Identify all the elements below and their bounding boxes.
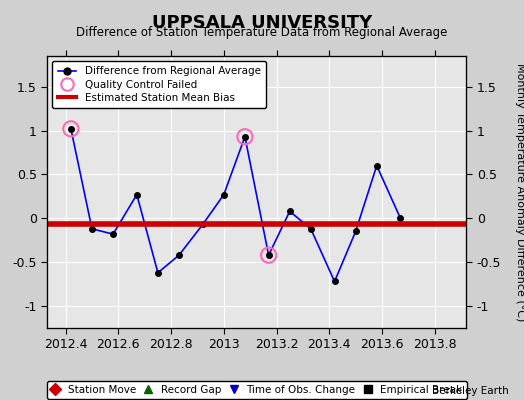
Point bbox=[265, 252, 273, 258]
Point bbox=[241, 134, 249, 140]
Text: UPPSALA UNIVERSITY: UPPSALA UNIVERSITY bbox=[152, 14, 372, 32]
Legend: Station Move, Record Gap, Time of Obs. Change, Empirical Break: Station Move, Record Gap, Time of Obs. C… bbox=[47, 381, 467, 399]
Text: Difference of Station Temperature Data from Regional Average: Difference of Station Temperature Data f… bbox=[77, 26, 447, 39]
Point bbox=[67, 126, 75, 132]
Text: Berkeley Earth: Berkeley Earth bbox=[432, 386, 508, 396]
Y-axis label: Monthly Temperature Anomaly Difference (°C): Monthly Temperature Anomaly Difference (… bbox=[515, 63, 524, 321]
